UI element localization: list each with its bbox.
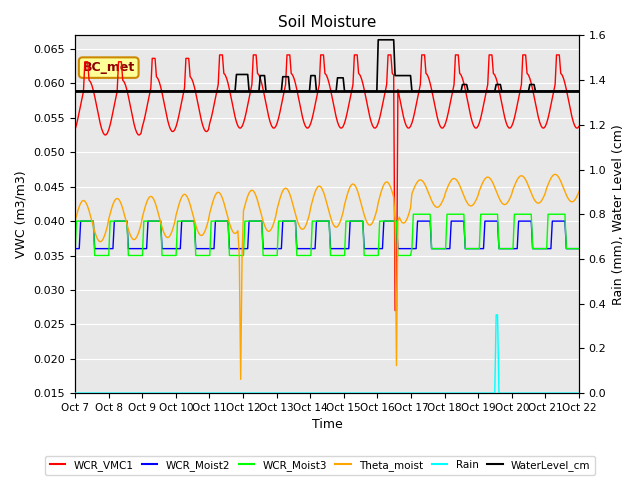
Y-axis label: VWC (m3/m3): VWC (m3/m3) [15, 170, 28, 258]
Text: BC_met: BC_met [83, 61, 135, 74]
Title: Soil Moisture: Soil Moisture [278, 15, 376, 30]
X-axis label: Time: Time [312, 419, 342, 432]
Legend: WCR_VMC1, WCR_Moist2, WCR_Moist3, Theta_moist, Rain, WaterLevel_cm: WCR_VMC1, WCR_Moist2, WCR_Moist3, Theta_… [45, 456, 595, 475]
Y-axis label: Rain (mm), Water Level (cm): Rain (mm), Water Level (cm) [612, 124, 625, 305]
